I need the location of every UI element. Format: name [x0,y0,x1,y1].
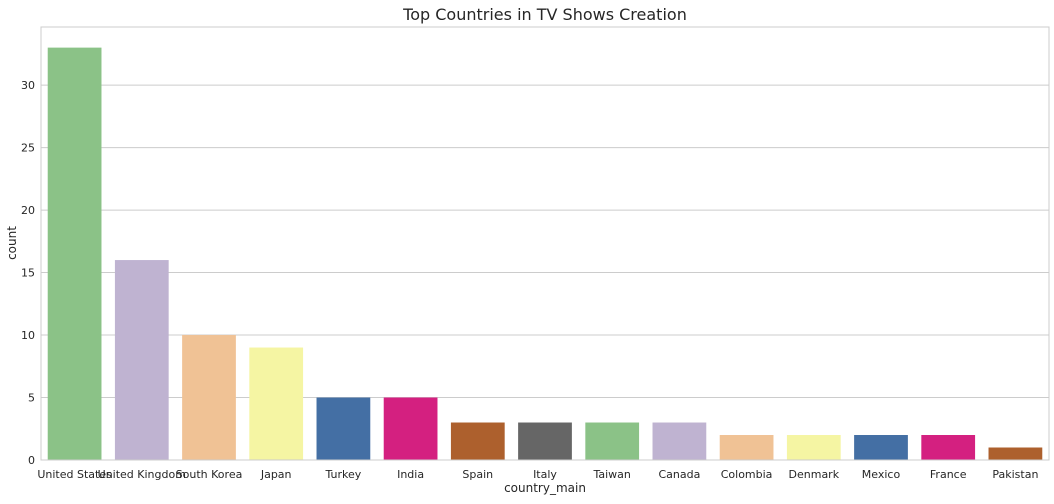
y-tick-label: 30 [21,79,35,92]
bar [450,422,505,460]
x-axis-label: country_main [504,481,586,495]
bar [921,435,976,460]
bar [585,422,640,460]
y-tick-labels: 0 5 10 15 20 25 30 [21,79,35,467]
y-tick-label: 20 [21,204,35,217]
x-tick-label: Taiwan [592,468,630,481]
bar [316,397,371,460]
bar [182,335,236,460]
bar [652,422,707,460]
x-tick-label: Spain [462,468,493,481]
x-tick-label: Colombia [721,468,773,481]
x-tick-label: Canada [658,468,700,481]
plot-frame [40,26,1050,461]
bars [47,47,1043,460]
x-tick-label: United Kingdom [98,468,186,481]
x-tick-label: France [930,468,967,481]
x-tick-label: Denmark [789,468,840,481]
bar [988,447,1043,460]
bar [383,397,438,460]
y-tick-label: 5 [28,392,35,405]
y-tick-label: 10 [21,329,35,342]
x-tick-label: Japan [260,468,292,481]
y-tick-label: 15 [21,267,35,280]
y-tick-label: 0 [28,454,35,467]
bar [854,435,908,460]
chart-title: Top Countries in TV Shows Creation [402,5,687,24]
x-tick-label: Pakistan [992,468,1038,481]
x-tick-label: India [397,468,424,481]
bar [518,422,572,460]
x-tick-label: Turkey [324,468,361,481]
x-tick-label: Italy [533,468,557,481]
bar [47,47,102,460]
x-tick-label: South Korea [176,468,243,481]
x-tick-label: United States [37,468,112,481]
x-tick-label: Mexico [862,468,901,481]
y-tick-label: 25 [21,142,35,155]
bar [249,347,304,460]
y-axis-label: count [5,226,19,260]
bar [114,260,169,460]
bar [786,435,841,460]
bar [719,435,774,460]
